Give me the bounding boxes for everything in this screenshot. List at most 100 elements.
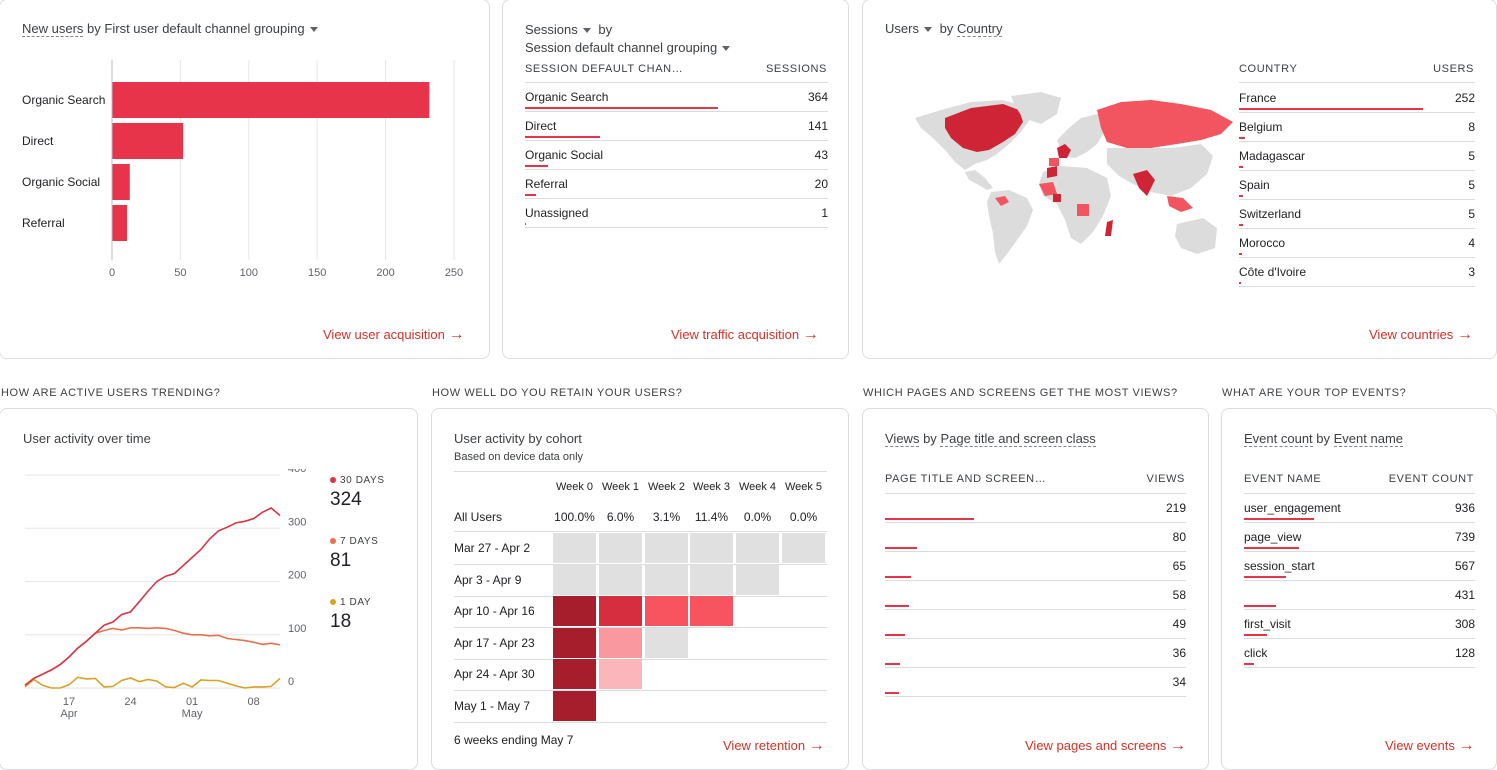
table-row[interactable]: Belgium 8 xyxy=(1239,113,1475,142)
heatmap-cell[interactable] xyxy=(599,564,642,595)
table-row[interactable]: user_engagement 936 xyxy=(1244,494,1475,523)
table-row[interactable]: Direct 141 xyxy=(525,112,828,141)
table-row[interactable]: Unassigned 1 xyxy=(525,199,828,228)
heatmap-cell[interactable] xyxy=(599,596,642,626)
table-row[interactable]: 36 xyxy=(885,639,1186,668)
table-row[interactable]: first_visit 308 xyxy=(1244,610,1475,639)
bar[interactable] xyxy=(112,82,430,118)
table-row[interactable]: Organic Social 43 xyxy=(525,141,828,170)
column-header-users[interactable]: USERS xyxy=(1433,63,1474,75)
dimension-selector[interactable]: First user default channel grouping xyxy=(104,21,318,36)
heatmap-cell[interactable] xyxy=(736,533,779,563)
legend-item[interactable]: 30 DAYS 324 xyxy=(330,475,385,511)
map-europe[interactable] xyxy=(1057,114,1107,158)
heatmap-cell[interactable] xyxy=(782,533,825,563)
map-madagascar[interactable] xyxy=(1105,220,1113,236)
table-row[interactable]: page_view 739 xyxy=(1244,523,1475,552)
heatmap-cell[interactable] xyxy=(599,533,642,563)
map-france[interactable] xyxy=(1057,144,1071,158)
chevron-down-icon[interactable] xyxy=(582,28,591,34)
column-header-event-name[interactable]: EVENT NAME xyxy=(1244,473,1322,485)
table-row[interactable]: 431 xyxy=(1244,581,1475,610)
column-header-page[interactable]: PAGE TITLE AND SCREEN… xyxy=(885,473,1047,485)
series-line[interactable] xyxy=(24,676,281,689)
dimension-selector[interactable]: Page title and screen class xyxy=(940,431,1096,447)
table-row[interactable]: click 128 xyxy=(1244,639,1475,668)
metric-selector[interactable]: Sessions xyxy=(525,22,591,37)
table-row[interactable]: 34 xyxy=(885,668,1186,697)
bar[interactable] xyxy=(112,123,184,159)
heatmap-cell[interactable] xyxy=(553,533,596,563)
map-australia[interactable] xyxy=(1175,218,1217,254)
metric-selector[interactable]: Users xyxy=(885,21,932,36)
metric-selector[interactable]: New users xyxy=(22,21,84,37)
chevron-down-icon[interactable] xyxy=(722,46,731,52)
heatmap-cell[interactable] xyxy=(736,564,779,595)
map-canada[interactable] xyxy=(945,104,1023,152)
view-countries-link[interactable]: View countries → xyxy=(1369,326,1473,344)
map-venezuela[interactable] xyxy=(995,196,1009,206)
table-row[interactable]: Morocco 4 xyxy=(1239,229,1475,258)
chevron-down-icon[interactable] xyxy=(923,27,932,33)
table-row[interactable]: Switzerland 5 xyxy=(1239,200,1475,229)
table-row[interactable]: 65 xyxy=(885,552,1186,581)
legend-item[interactable]: 1 DAY 18 xyxy=(330,597,371,633)
map-south-america[interactable] xyxy=(987,190,1033,264)
view-pages-link[interactable]: View pages and screens → xyxy=(1025,737,1186,755)
heatmap-cell[interactable] xyxy=(599,627,642,658)
table-row[interactable]: Madagascar 5 xyxy=(1239,142,1475,171)
table-row[interactable]: Côte d'Ivoire 3 xyxy=(1239,258,1475,287)
heatmap-cell[interactable] xyxy=(553,690,596,721)
map-russia[interactable] xyxy=(1097,100,1233,148)
heatmap-cell[interactable] xyxy=(645,596,688,626)
table-row[interactable]: Referral 20 xyxy=(525,170,828,199)
heatmap-cell[interactable] xyxy=(553,596,596,626)
view-retention-link[interactable]: View retention → xyxy=(723,737,825,755)
heatmap-cell[interactable] xyxy=(645,627,688,658)
column-header-views[interactable]: VIEWS xyxy=(1146,473,1185,485)
heatmap-cell[interactable] xyxy=(645,533,688,563)
view-events-link[interactable]: View events → xyxy=(1385,737,1474,755)
map-central-africa[interactable] xyxy=(1077,204,1089,216)
bar[interactable] xyxy=(112,164,130,200)
metric-selector[interactable]: Event count xyxy=(1244,431,1313,447)
heatmap-cell[interactable] xyxy=(690,564,733,595)
table-row[interactable]: 219 xyxy=(885,494,1186,523)
column-header-channel[interactable]: SESSION DEFAULT CHAN… xyxy=(525,63,684,75)
heatmap-cell[interactable] xyxy=(690,596,733,626)
table-row[interactable]: 49 xyxy=(885,610,1186,639)
table-row[interactable]: 80 xyxy=(885,523,1186,552)
map-west-africa[interactable] xyxy=(1039,182,1057,196)
column-header-country[interactable]: COUNTRY xyxy=(1239,63,1298,75)
heatmap-cell[interactable] xyxy=(690,533,733,563)
legend-item[interactable]: 7 DAYS 81 xyxy=(330,536,378,572)
map-cote-divoire[interactable] xyxy=(1053,194,1061,202)
bar[interactable] xyxy=(112,205,128,241)
metric-selector[interactable]: Views xyxy=(885,431,920,447)
series-line[interactable] xyxy=(24,507,281,686)
heatmap-cell[interactable] xyxy=(645,564,688,595)
map-africa[interactable] xyxy=(1039,166,1111,244)
column-header-event-count[interactable]: EVENT COUNT xyxy=(1388,473,1474,485)
dimension-selector[interactable]: Country xyxy=(956,21,1003,37)
map-central-america[interactable] xyxy=(965,170,993,190)
map-morocco[interactable] xyxy=(1047,166,1057,178)
table-row[interactable]: session_start 567 xyxy=(1244,552,1475,581)
table-row[interactable]: France 252 xyxy=(1239,84,1475,113)
dimension-selector[interactable]: Event name xyxy=(1333,431,1404,447)
series-line[interactable] xyxy=(24,626,281,686)
map-asia[interactable] xyxy=(1107,144,1213,196)
map-greenland[interactable] xyxy=(1011,92,1061,124)
chevron-down-icon[interactable] xyxy=(309,27,318,33)
map-india[interactable] xyxy=(1133,170,1155,196)
heatmap-cell[interactable] xyxy=(553,659,596,689)
table-row[interactable]: Spain 5 xyxy=(1239,171,1475,200)
view-traffic-acquisition-link[interactable]: View traffic acquisition → xyxy=(671,326,819,344)
heatmap-cell[interactable] xyxy=(553,627,596,658)
heatmap-cell[interactable] xyxy=(553,564,596,595)
heatmap-cell[interactable] xyxy=(599,659,642,689)
map-southeast-asia[interactable] xyxy=(1167,196,1193,212)
view-user-acquisition-link[interactable]: View user acquisition → xyxy=(323,326,465,344)
map-spain[interactable] xyxy=(1049,158,1059,166)
dimension-selector[interactable]: Session default channel grouping xyxy=(525,40,731,55)
